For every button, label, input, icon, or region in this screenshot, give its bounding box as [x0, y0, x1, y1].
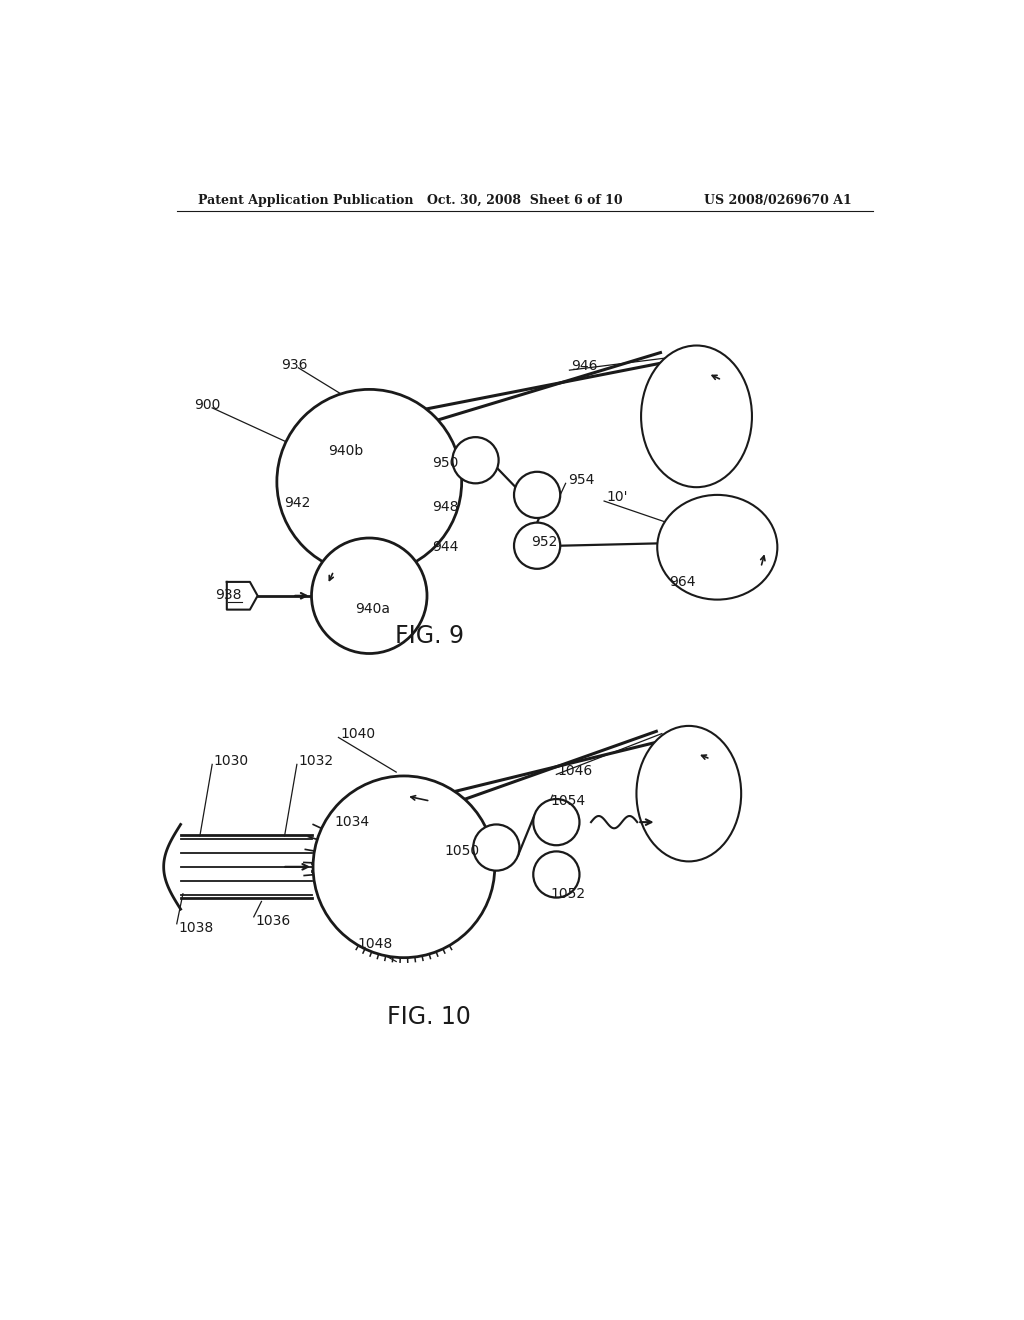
Circle shape [514, 471, 560, 517]
Text: 1048: 1048 [357, 937, 393, 950]
Ellipse shape [657, 495, 777, 599]
Text: 944: 944 [432, 540, 459, 554]
Text: 946: 946 [571, 359, 597, 374]
Text: 954: 954 [568, 474, 594, 487]
Circle shape [514, 523, 560, 569]
Text: 1040: 1040 [340, 727, 375, 742]
Text: 1052: 1052 [550, 887, 586, 900]
Text: FIG. 10: FIG. 10 [387, 1005, 471, 1030]
Text: FIG. 9: FIG. 9 [395, 624, 464, 648]
Circle shape [473, 825, 519, 871]
Text: 938: 938 [215, 587, 242, 602]
Circle shape [276, 389, 462, 574]
Text: 1050: 1050 [444, 845, 480, 858]
Text: 1030: 1030 [214, 754, 249, 767]
Circle shape [534, 851, 580, 898]
Text: 936: 936 [281, 358, 307, 372]
Text: Patent Application Publication: Patent Application Publication [199, 194, 414, 207]
Text: 1038: 1038 [178, 921, 214, 936]
Circle shape [311, 539, 427, 653]
Circle shape [534, 799, 580, 845]
Circle shape [453, 437, 499, 483]
Text: 940a: 940a [355, 602, 390, 616]
Text: 948: 948 [432, 500, 459, 515]
Text: 1054: 1054 [550, 795, 586, 808]
Text: 1046: 1046 [558, 763, 593, 777]
Text: 1036: 1036 [255, 913, 291, 928]
Text: 952: 952 [531, 535, 557, 549]
Text: 900: 900 [194, 397, 220, 412]
Ellipse shape [641, 346, 752, 487]
Text: 964: 964 [670, 576, 696, 589]
Circle shape [313, 776, 495, 958]
Text: Oct. 30, 2008  Sheet 6 of 10: Oct. 30, 2008 Sheet 6 of 10 [427, 194, 623, 207]
Ellipse shape [637, 726, 741, 862]
Text: US 2008/0269670 A1: US 2008/0269670 A1 [703, 194, 851, 207]
Text: 940b: 940b [328, 444, 362, 458]
Text: 942: 942 [285, 496, 311, 511]
Text: 1032: 1032 [298, 754, 334, 767]
Text: 10': 10' [606, 490, 628, 504]
Text: 1034: 1034 [335, 816, 370, 829]
Text: 950: 950 [432, 455, 459, 470]
